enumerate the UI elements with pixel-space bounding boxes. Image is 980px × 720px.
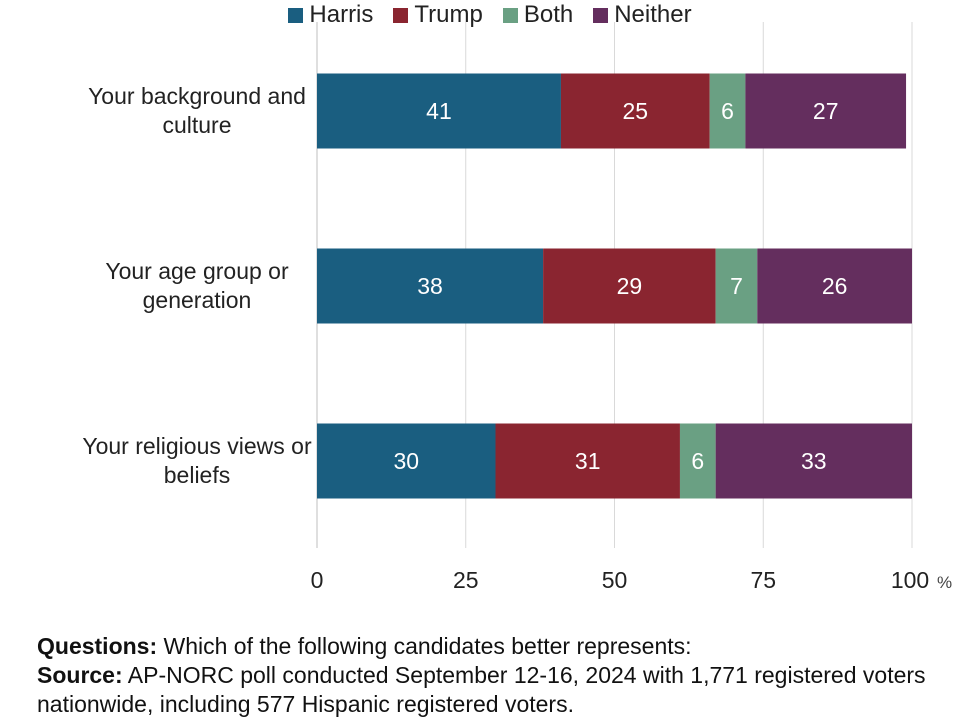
x-tick-label-2: 50: [602, 567, 628, 593]
category-label-0-line-0: Your background and: [88, 83, 306, 109]
data-label-trump-0: 25: [623, 98, 649, 124]
legend-swatch-neither: [593, 7, 609, 23]
stacked-bar-chart: 41 25 6 27 Your background and culture 38 29 7 26…: [82, 22, 952, 593]
category-label-1-line-1: generation: [143, 287, 252, 313]
legend-label-trump: Trump: [414, 1, 483, 28]
data-label-harris-2: 30: [393, 448, 419, 474]
legend-item-both: Both: [502, 1, 574, 29]
legend-swatch-both: [502, 7, 518, 23]
bar-both-0: [709, 73, 746, 149]
data-label-trump-2: 31: [575, 448, 601, 474]
bar-neither-1: [757, 248, 912, 324]
bar-both-2: [679, 423, 716, 499]
bar-both-1: [715, 248, 758, 324]
category-label-2-line-0: Your religious views or: [82, 433, 312, 459]
legend-item-harris: Harris: [288, 1, 373, 29]
data-label-neither-0: 27: [813, 98, 839, 124]
legend-label-harris: Harris: [309, 1, 374, 28]
bar-trump-0: [560, 73, 710, 149]
source-text: AP-NORC poll conducted September 12-16, …: [37, 662, 926, 717]
questions-text: Which of the following candidates better…: [157, 633, 692, 659]
category-label-2-line-1: beliefs: [164, 462, 230, 488]
x-tick-label-4: 100: [891, 567, 929, 593]
chart-area: Harris Trump Both Neither 41 25 6 27 Your backg…: [0, 1, 980, 593]
questions-note: Questions: Which of the following candid…: [37, 632, 957, 661]
bar-harris-0: [317, 73, 561, 149]
bar-trump-2: [495, 423, 680, 499]
legend-item-neither: Neither: [593, 1, 692, 29]
questions-label: Questions:: [37, 633, 158, 659]
source-label: Source:: [37, 662, 123, 688]
legend: Harris Trump Both Neither: [0, 1, 980, 29]
data-label-harris-1: 38: [417, 273, 443, 299]
legend-item-trump: Trump: [393, 1, 483, 29]
x-unit-label: %: [937, 573, 952, 592]
bar-trump-1: [543, 248, 716, 324]
category-label-1-line-0: Your age group or: [105, 258, 289, 284]
x-tick-label-3: 75: [750, 567, 776, 593]
legend-swatch-trump: [393, 7, 409, 23]
chart-notes: Questions: Which of the following candid…: [37, 632, 957, 719]
data-label-both-0: 6: [721, 98, 734, 124]
source-note: Source: AP-NORC poll conducted September…: [37, 661, 957, 719]
legend-label-neither: Neither: [614, 1, 692, 28]
bar-neither-2: [715, 423, 912, 499]
data-label-neither-1: 26: [822, 273, 848, 299]
bar-harris-2: [317, 423, 496, 499]
data-label-both-2: 6: [691, 448, 704, 474]
data-label-neither-2: 33: [801, 448, 827, 474]
bar-harris-1: [317, 248, 544, 324]
legend-label-both: Both: [523, 1, 574, 28]
x-tick-label-1: 25: [453, 567, 479, 593]
category-label-0-line-1: culture: [162, 112, 231, 138]
x-tick-label-0: 0: [311, 567, 324, 593]
bar-neither-0: [745, 73, 907, 149]
data-label-trump-1: 29: [617, 273, 643, 299]
legend-swatch-harris: [288, 7, 304, 23]
data-label-both-1: 7: [730, 273, 743, 299]
data-label-harris-0: 41: [426, 98, 452, 124]
